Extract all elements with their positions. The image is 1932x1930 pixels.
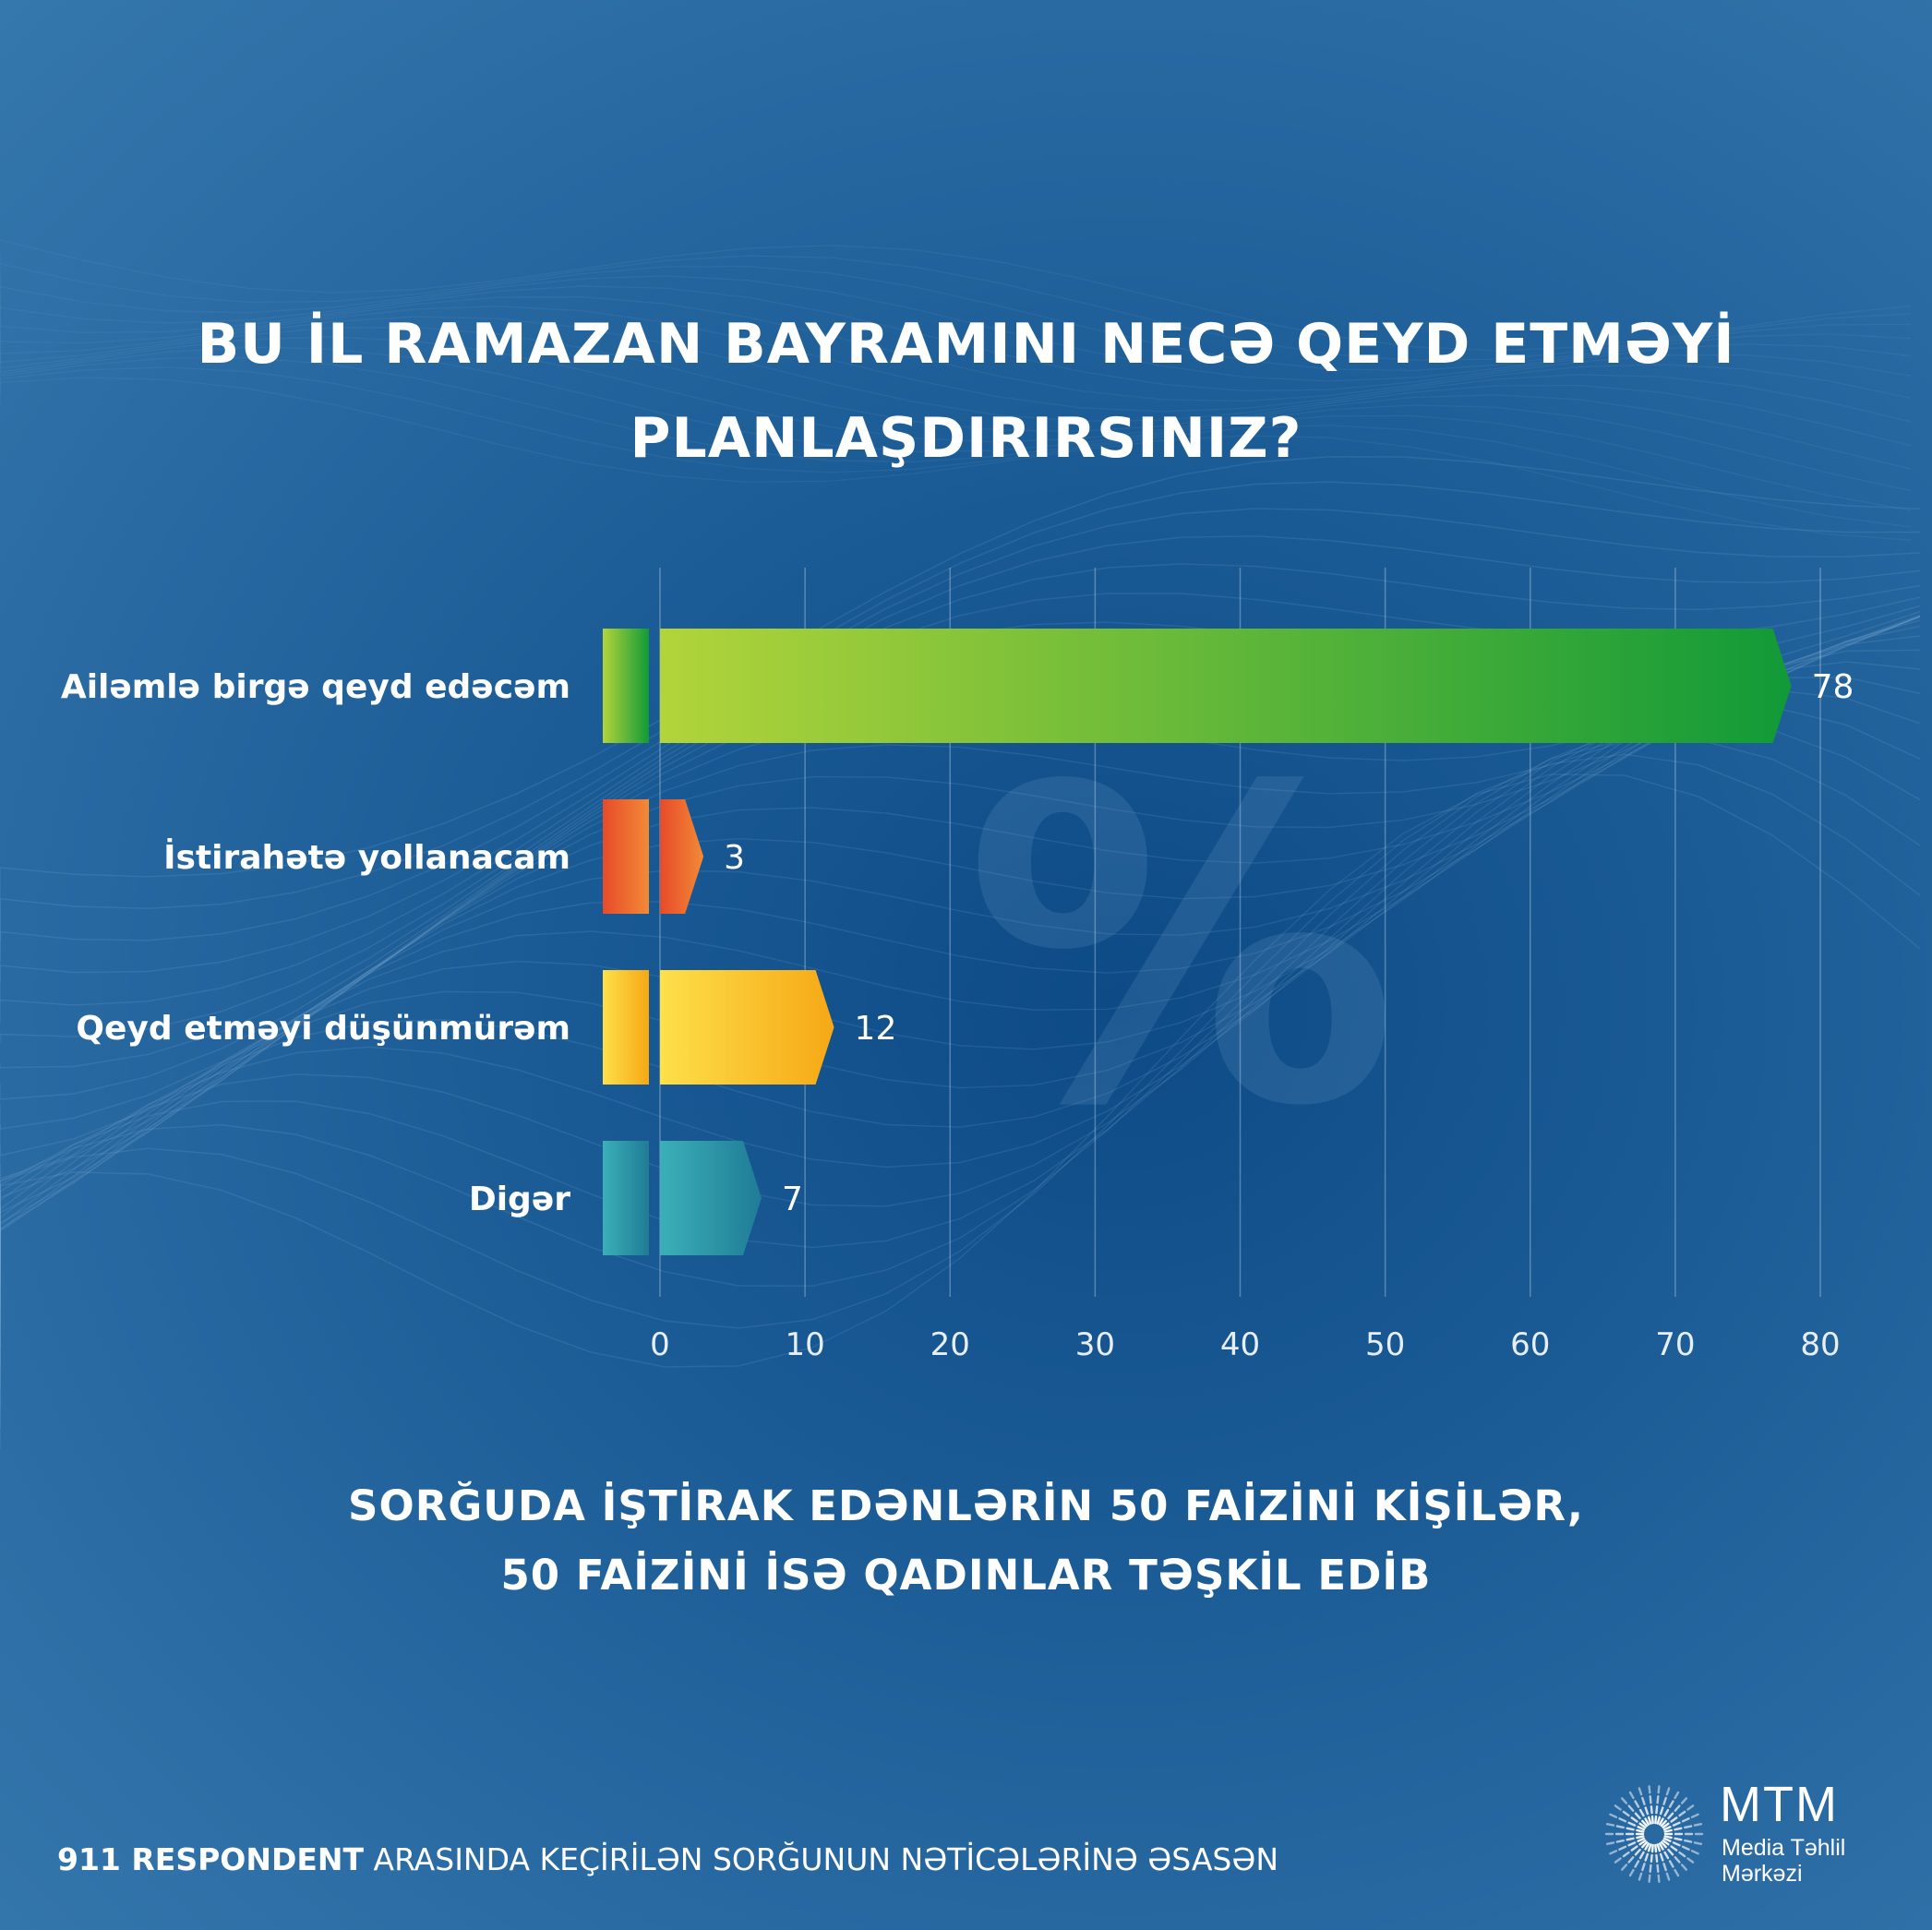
bar-stub bbox=[603, 629, 649, 743]
x-tick-label: 60 bbox=[1510, 1326, 1550, 1363]
background-wave-line bbox=[0, 649, 1921, 1287]
background-wave-line bbox=[0, 615, 1921, 1199]
x-tick-label: 20 bbox=[930, 1326, 970, 1363]
background-wave-line bbox=[0, 677, 1921, 1327]
percent-watermark: % bbox=[965, 696, 1399, 1201]
background-wave-line bbox=[0, 336, 1912, 470]
logo-subtitle-line-2: Mərkəzi bbox=[1722, 1861, 1803, 1887]
data-label: 7 bbox=[782, 1181, 803, 1218]
background-wave-line bbox=[0, 481, 1921, 962]
bar-stub bbox=[603, 799, 649, 914]
x-tick-label: 40 bbox=[1220, 1326, 1260, 1363]
background-wave-line bbox=[0, 456, 1921, 941]
category-label: Ailəmlə birgə qeyd edəcəm bbox=[61, 668, 570, 706]
chart-title-line-2: PLANLAŞDIRIRSINIZ? bbox=[630, 406, 1302, 471]
background-wave-line bbox=[0, 265, 1912, 372]
x-tick-label: 80 bbox=[1800, 1326, 1840, 1363]
sunburst-grid-icon bbox=[1604, 1785, 1704, 1883]
background-wave-line bbox=[0, 306, 1912, 413]
category-label: İstirahətə yollanacam bbox=[163, 838, 570, 877]
chart-title-line-1: BU İL RAMAZAN BAYRAMINI NECƏ QEYD ETMƏYİ bbox=[197, 312, 1735, 377]
background-wave-line bbox=[0, 719, 1921, 1388]
background-wave-line bbox=[0, 508, 1921, 982]
background-wave-line bbox=[0, 366, 1912, 528]
background-wave-line bbox=[0, 275, 1912, 382]
x-tick-label: 10 bbox=[785, 1326, 824, 1363]
background-wave-line bbox=[0, 535, 1921, 1002]
bar bbox=[660, 1141, 762, 1255]
x-tick-label: 0 bbox=[650, 1326, 670, 1363]
background-wave-line bbox=[0, 346, 1912, 492]
background-wave-line bbox=[0, 635, 1921, 1266]
background-wave-line bbox=[0, 619, 1921, 1230]
background-wave-line bbox=[0, 239, 1912, 352]
background-wave-line bbox=[0, 625, 1921, 1246]
footer-note-text: ARASINDA KEÇİRİLƏN SORĞUNUN NƏTİCƏLƏRİNƏ… bbox=[364, 1841, 1279, 1877]
background-wave-line bbox=[0, 316, 1912, 423]
bar-stub bbox=[603, 1141, 649, 1255]
background-wave-line bbox=[0, 615, 1921, 1214]
mtm-logo: MTM Media Təhlil Mərkəzi bbox=[1603, 1777, 1899, 1887]
background-wave-line bbox=[0, 616, 1921, 1224]
data-label: 78 bbox=[1812, 668, 1854, 706]
category-label: Digər bbox=[469, 1181, 570, 1218]
logo-name: MTM bbox=[1720, 1777, 1839, 1832]
subtitle-line-1: SORĞUDA İŞTİRAK EDƏNLƏRİN 50 FAİZİNİ KİŞ… bbox=[348, 1481, 1584, 1530]
background-wave-line bbox=[0, 356, 1912, 511]
background-wave-line bbox=[0, 738, 1921, 1409]
background-wave-line bbox=[0, 377, 1912, 541]
footer-source-note: 911 RESPONDENT ARASINDA KEÇİRİLƏN SORĞUN… bbox=[57, 1841, 1278, 1877]
background-wave-line bbox=[0, 295, 1912, 402]
bar bbox=[660, 799, 704, 914]
background-wave-line bbox=[0, 753, 1921, 1429]
x-tick-label: 30 bbox=[1075, 1326, 1115, 1363]
bar-stub bbox=[603, 970, 649, 1085]
subtitle-line-2: 50 FAİZİNİ İSƏ QADINLAR TƏŞKİL EDİB bbox=[500, 1551, 1432, 1600]
background-wave-line bbox=[0, 285, 1912, 391]
background-wave-line bbox=[0, 661, 1921, 1307]
background-wave-line bbox=[0, 563, 1921, 1023]
background-wave-line bbox=[0, 689, 1921, 1348]
bar bbox=[660, 629, 1792, 743]
data-label: 12 bbox=[855, 1010, 897, 1048]
bar bbox=[660, 970, 834, 1085]
background-wave-line bbox=[0, 253, 1912, 361]
x-tick-label: 50 bbox=[1365, 1326, 1405, 1363]
x-tick-label: 70 bbox=[1655, 1326, 1695, 1363]
logo-subtitle-line-1: Media Təhlil bbox=[1722, 1835, 1846, 1861]
category-label: Qeyd etməyi düşünmürəm bbox=[76, 1010, 570, 1048]
data-label: 3 bbox=[724, 839, 745, 877]
footer-respondent-count: 911 RESPONDENT bbox=[57, 1841, 365, 1877]
background-wave-line bbox=[0, 773, 1921, 1449]
background-wave-line bbox=[0, 616, 1921, 1180]
background-wave-line bbox=[0, 706, 1921, 1368]
background-wave-line bbox=[0, 326, 1912, 447]
